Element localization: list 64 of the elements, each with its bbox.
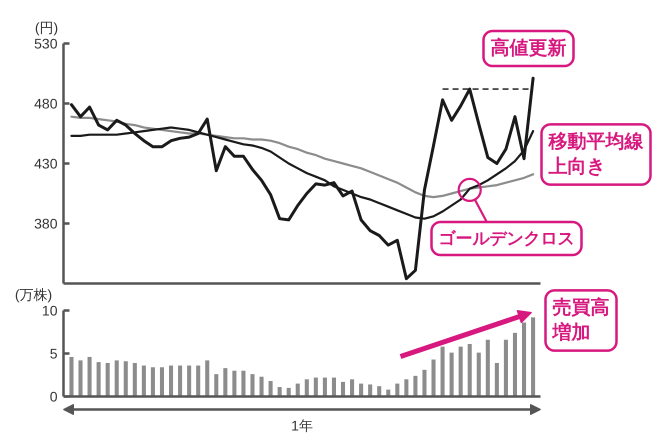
bar <box>512 332 518 396</box>
y-axis-title: (万株) <box>14 286 52 302</box>
bar <box>150 367 155 396</box>
bar <box>78 360 83 396</box>
y-tick-label: 480 <box>34 96 58 112</box>
bar <box>168 366 174 396</box>
bar <box>476 352 481 396</box>
bar <box>260 376 264 396</box>
bar <box>531 317 536 396</box>
text: 移動平均線上向き <box>548 131 644 178</box>
bar <box>504 340 508 396</box>
bar <box>322 378 327 396</box>
y-tick-label: 430 <box>34 156 58 172</box>
bar <box>69 356 74 396</box>
bar <box>404 379 408 396</box>
bar <box>187 366 192 396</box>
bar <box>142 366 146 396</box>
y-tick-label: 380 <box>34 216 58 232</box>
bar <box>250 374 255 396</box>
bar <box>106 362 110 396</box>
bar <box>340 382 346 396</box>
bar <box>368 384 372 396</box>
bar <box>494 362 499 396</box>
y-tick-label: 530 <box>34 36 58 52</box>
bar <box>214 374 218 396</box>
y-tick-label: 10 <box>42 302 58 318</box>
bar <box>268 381 273 396</box>
y-axis-title: (円) <box>34 20 58 36</box>
bar <box>395 384 400 396</box>
bar <box>178 366 182 396</box>
bar <box>431 360 436 396</box>
annotation: ゴールデンクロス <box>438 229 574 248</box>
bar <box>350 379 354 396</box>
line-series <box>70 116 534 198</box>
bar <box>458 346 463 396</box>
bar <box>422 370 426 396</box>
bar <box>96 362 101 396</box>
bar <box>440 346 445 396</box>
bar <box>88 356 92 396</box>
bar <box>223 368 228 396</box>
bar <box>468 344 472 396</box>
bar <box>232 370 236 396</box>
bar <box>205 360 210 396</box>
bar <box>386 390 390 396</box>
y-tick-label: 5 <box>50 346 58 362</box>
bar <box>413 376 418 396</box>
annotation: 高値更新 <box>490 37 566 59</box>
bar <box>486 340 490 396</box>
bar <box>314 378 318 396</box>
x-axis-title: 1年 <box>291 418 313 434</box>
bar <box>196 366 200 396</box>
bar <box>359 384 364 396</box>
bar <box>377 386 382 396</box>
bar <box>132 362 137 396</box>
bar <box>160 367 164 396</box>
bar <box>124 361 128 396</box>
bar <box>114 360 119 396</box>
y-tick-label: 0 <box>50 388 58 404</box>
bar <box>332 378 336 396</box>
bar <box>241 370 246 396</box>
bar <box>304 379 309 396</box>
text: 売買高増加 <box>552 296 610 344</box>
bar <box>450 352 454 396</box>
bar <box>296 384 300 396</box>
